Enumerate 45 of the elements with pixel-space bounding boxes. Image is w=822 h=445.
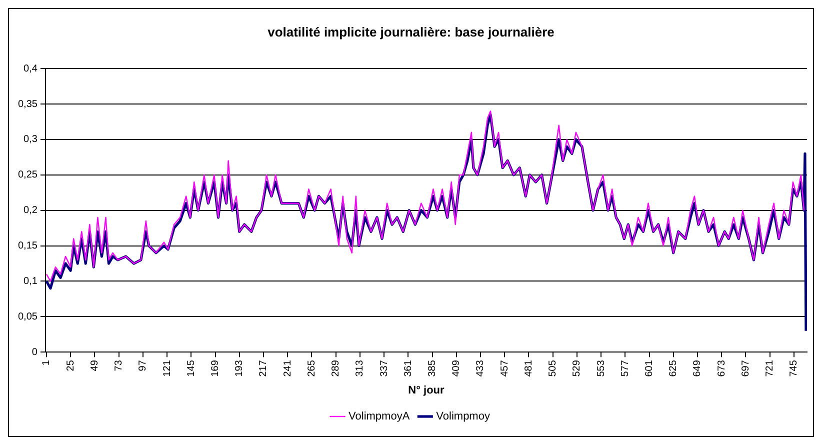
x-tick-label: 97 [138, 360, 149, 372]
x-tick-label: 529 [572, 360, 583, 377]
y-tick-label: 0,35 [18, 98, 38, 110]
x-tick-label: 385 [427, 360, 438, 377]
legend-label: VolimpmoyA [348, 410, 410, 423]
legend-label: Volimpmoy [436, 410, 490, 423]
x-tick-label: 673 [716, 360, 728, 377]
x-tick-label: 409 [451, 360, 462, 377]
x-tick-label: 289 [330, 360, 342, 377]
y-tick-label: 0,4 [24, 63, 38, 74]
x-tick-label: 217 [258, 360, 270, 377]
x-tick-label: 145 [186, 360, 197, 377]
y-tick-label: 0,2 [24, 205, 38, 216]
x-tick-label: 49 [89, 360, 100, 372]
x-tick-label: 337 [378, 360, 390, 377]
y-tick-label: 0,05 [18, 311, 38, 322]
x-tick-label: 361 [402, 360, 414, 377]
y-tick-label: 0,3 [24, 134, 38, 146]
x-axis-title: N° jour [408, 384, 446, 396]
y-tick-label: 0,1 [24, 276, 38, 287]
x-tick-label: 241 [282, 360, 294, 377]
x-tick-label: 169 [210, 360, 221, 377]
chart-title: volatilité implicite journalière: base journalière [268, 24, 554, 40]
x-tick-label: 577 [620, 360, 631, 377]
x-tick-label: 25 [65, 360, 76, 372]
x-tick-label: 433 [475, 360, 486, 377]
x-tick-label: 505 [548, 360, 559, 377]
x-tick-label: 625 [668, 360, 680, 377]
x-tick-label: 265 [306, 360, 318, 377]
x-tick-label: 721 [764, 360, 776, 377]
x-tick-label: 481 [523, 360, 534, 377]
x-tick-label: 121 [162, 360, 173, 377]
y-tick-label: 0,25 [18, 170, 38, 181]
x-tick-label: 73 [114, 360, 125, 372]
x-tick-label: 313 [354, 360, 366, 377]
y-tick-label: 0 [32, 346, 38, 358]
x-tick-label: 649 [692, 360, 704, 377]
y-tick-label: 0,15 [18, 240, 38, 252]
x-tick-label: 457 [499, 360, 510, 377]
x-tick-label: 745 [788, 360, 800, 377]
x-tick-label: 697 [740, 360, 752, 377]
x-tick-label: 193 [234, 360, 246, 377]
x-tick-label: 601 [644, 360, 656, 377]
x-tick-label: 1 [41, 360, 52, 366]
x-tick-label: 553 [596, 360, 607, 377]
